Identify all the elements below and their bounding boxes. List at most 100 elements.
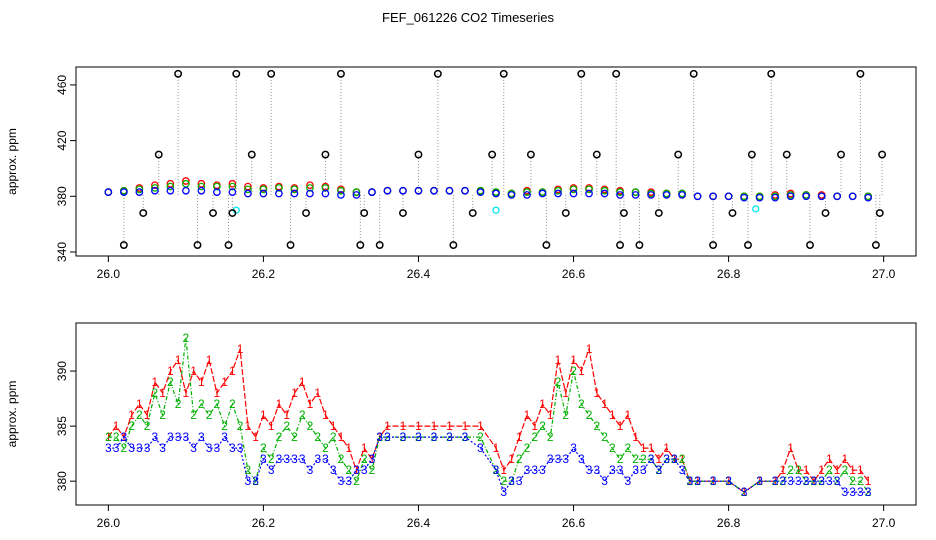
point-black bbox=[542, 241, 551, 249]
point-blue bbox=[104, 188, 113, 196]
series-marker-1: 1 bbox=[384, 419, 391, 433]
series-marker-3: 3 bbox=[175, 430, 182, 444]
series-marker-1: 1 bbox=[136, 397, 143, 411]
series-marker-3: 3 bbox=[229, 441, 236, 455]
series-marker-1: 1 bbox=[431, 419, 438, 433]
series-marker-1: 1 bbox=[842, 452, 849, 466]
series-marker-2: 2 bbox=[415, 430, 422, 444]
point-blue bbox=[771, 193, 779, 202]
series-marker-3: 3 bbox=[113, 441, 120, 455]
series-marker-1: 1 bbox=[834, 463, 841, 477]
series-marker-2: 2 bbox=[686, 474, 693, 488]
series-marker-2: 2 bbox=[330, 430, 337, 444]
point-blue bbox=[492, 189, 500, 198]
series-marker-1: 1 bbox=[640, 441, 647, 455]
series-marker-2: 2 bbox=[663, 452, 670, 466]
series-marker-1: 1 bbox=[562, 386, 569, 400]
series-marker-3: 3 bbox=[144, 441, 151, 455]
point-blue bbox=[352, 191, 361, 199]
series-marker-1: 1 bbox=[159, 386, 166, 400]
series-marker-3: 3 bbox=[524, 463, 531, 477]
point-blue bbox=[817, 192, 826, 201]
point-blue bbox=[476, 188, 485, 196]
series-marker-2: 2 bbox=[299, 408, 306, 422]
series-marker-3: 3 bbox=[384, 430, 391, 444]
point-black bbox=[499, 69, 508, 78]
series-marker-3: 3 bbox=[818, 474, 825, 488]
series-marker-3: 3 bbox=[803, 474, 810, 488]
series-marker-3: 3 bbox=[586, 463, 593, 477]
series-marker-2: 2 bbox=[586, 408, 593, 422]
series-marker-3: 3 bbox=[276, 452, 283, 466]
y-tick-label: 385 bbox=[55, 416, 69, 436]
series-marker-2: 2 bbox=[431, 430, 438, 444]
series-marker-2: 2 bbox=[624, 441, 631, 455]
point-black bbox=[709, 241, 718, 249]
point-blue bbox=[755, 193, 764, 202]
point-black bbox=[654, 209, 663, 217]
series-marker-3: 3 bbox=[369, 452, 376, 466]
series-marker-3: 3 bbox=[136, 441, 143, 455]
series-marker-3: 3 bbox=[795, 474, 802, 488]
series-marker-1: 1 bbox=[803, 463, 810, 477]
series-marker-1: 1 bbox=[345, 441, 352, 455]
point-black bbox=[561, 209, 570, 217]
series-marker-2: 2 bbox=[252, 474, 259, 488]
point-black bbox=[782, 150, 791, 159]
series-marker-2: 2 bbox=[144, 419, 151, 433]
series-marker-3: 3 bbox=[237, 441, 244, 455]
series-marker-3: 3 bbox=[756, 474, 763, 488]
series-marker-3: 3 bbox=[159, 441, 166, 455]
series-marker-2: 2 bbox=[291, 430, 298, 444]
point-blue bbox=[213, 188, 221, 196]
point-black bbox=[336, 69, 345, 78]
point-black bbox=[414, 150, 423, 159]
series-marker-3: 3 bbox=[578, 452, 585, 466]
series-marker-3: 3 bbox=[299, 452, 306, 466]
point-blue bbox=[383, 186, 392, 195]
series-marker-1: 1 bbox=[446, 419, 453, 433]
series-marker-3: 3 bbox=[314, 452, 321, 466]
point-cyan bbox=[492, 206, 500, 214]
point-blue bbox=[414, 186, 423, 195]
series-marker-3: 3 bbox=[338, 474, 345, 488]
series-marker-3: 3 bbox=[353, 463, 360, 477]
series-marker-3: 3 bbox=[516, 474, 523, 488]
series-marker-1: 1 bbox=[865, 474, 872, 488]
plot-frame bbox=[75, 322, 917, 506]
point-green bbox=[523, 188, 531, 196]
series-marker-1: 1 bbox=[291, 386, 298, 400]
point-blue bbox=[275, 189, 283, 198]
series-marker-2: 2 bbox=[237, 419, 244, 433]
series-marker-2: 2 bbox=[640, 452, 647, 466]
series-marker-1: 1 bbox=[353, 463, 360, 477]
series-marker-3: 3 bbox=[694, 474, 701, 488]
point-black bbox=[375, 241, 384, 249]
y-axis-label: approx. ppm bbox=[5, 381, 19, 448]
point-blue bbox=[693, 192, 702, 201]
series-marker-2: 2 bbox=[206, 408, 213, 422]
series-marker-1: 1 bbox=[361, 441, 368, 455]
series-marker-3: 3 bbox=[415, 430, 422, 444]
plot-frame bbox=[75, 66, 917, 257]
point-green bbox=[135, 185, 144, 194]
series-marker-3: 3 bbox=[547, 452, 554, 466]
point-blue bbox=[802, 192, 810, 201]
series-marker-3: 3 bbox=[593, 463, 600, 477]
point-black bbox=[806, 241, 814, 249]
series-marker-3: 3 bbox=[562, 452, 569, 466]
series-marker-2: 2 bbox=[105, 430, 112, 444]
series-marker-1: 1 bbox=[314, 386, 321, 400]
series-marker-1: 1 bbox=[524, 408, 531, 422]
series-marker-2: 2 bbox=[756, 474, 763, 488]
series-marker-1: 1 bbox=[237, 342, 244, 356]
series-marker-2: 2 bbox=[369, 463, 376, 477]
point-green bbox=[600, 186, 609, 195]
point-green bbox=[306, 184, 314, 192]
series-marker-2: 2 bbox=[609, 441, 616, 455]
series-marker-1: 1 bbox=[330, 419, 337, 433]
series-marker-2: 2 bbox=[508, 474, 515, 488]
point-green bbox=[569, 185, 578, 194]
point-green bbox=[244, 185, 252, 194]
